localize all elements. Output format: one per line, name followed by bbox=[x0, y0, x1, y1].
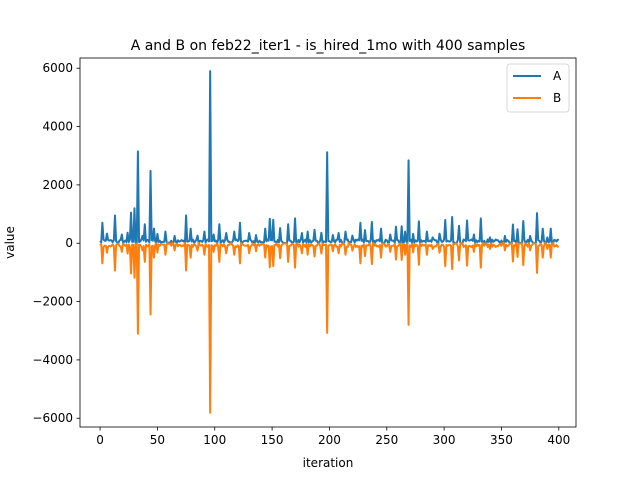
x-axis-title: iteration bbox=[303, 456, 354, 470]
legend-label-b: B bbox=[553, 91, 561, 105]
x-tick-label: 350 bbox=[490, 433, 513, 447]
series-line-a bbox=[99, 70, 560, 245]
plot-frame bbox=[79, 57, 577, 428]
y-axis: −6000 −4000 −2000 0 2000 4000 6000 bbox=[32, 61, 80, 425]
y-tick-label: 4000 bbox=[42, 120, 73, 134]
x-tick-label: 0 bbox=[96, 433, 104, 447]
series-line-b bbox=[99, 241, 560, 414]
legend-label-a: A bbox=[553, 69, 562, 83]
x-tick-label: 100 bbox=[203, 433, 226, 447]
y-tick-label: −4000 bbox=[32, 353, 73, 367]
x-axis: 0 50 100 150 200 250 300 350 400 bbox=[96, 427, 570, 447]
x-tick-label: 200 bbox=[318, 433, 341, 447]
chart-title: A and B on feb22_iter1 - is_hired_1mo wi… bbox=[131, 38, 526, 54]
x-tick-label: 50 bbox=[150, 433, 165, 447]
y-axis-title: value bbox=[3, 226, 17, 259]
y-tick-label: 2000 bbox=[42, 178, 73, 192]
plot-series bbox=[99, 70, 560, 414]
y-tick-label: 6000 bbox=[42, 61, 73, 75]
y-tick-label: −2000 bbox=[32, 295, 73, 309]
y-tick-label: 0 bbox=[65, 236, 73, 250]
legend: A B bbox=[506, 63, 570, 113]
x-tick-label: 250 bbox=[375, 433, 398, 447]
x-tick-label: 300 bbox=[433, 433, 456, 447]
x-tick-label: 400 bbox=[547, 433, 570, 447]
x-tick-label: 150 bbox=[261, 433, 284, 447]
y-tick-label: −6000 bbox=[32, 411, 73, 425]
